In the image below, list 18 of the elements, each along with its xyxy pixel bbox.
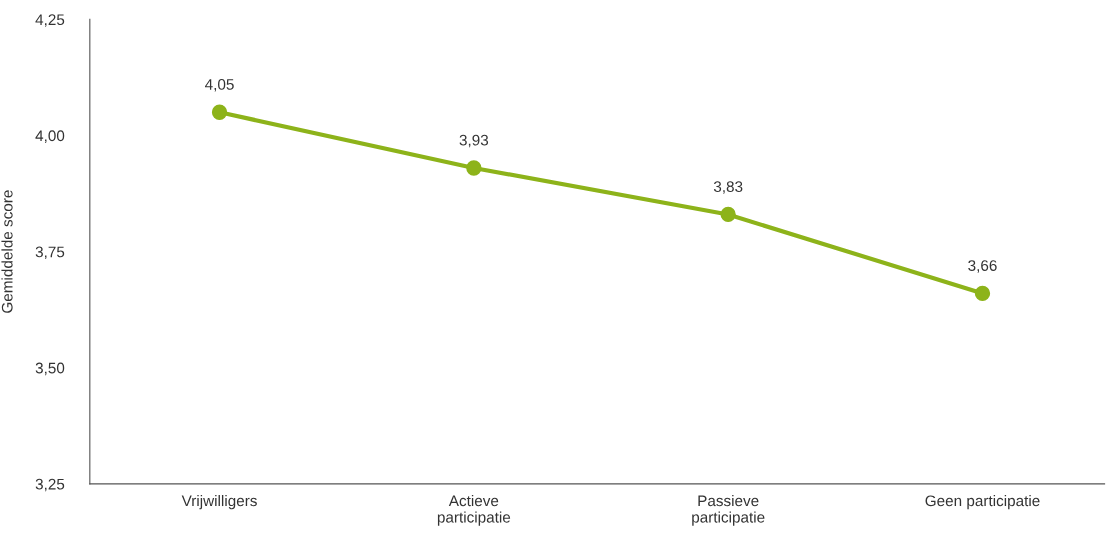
point	[466, 160, 482, 176]
x-tick-label: Passieve participatie	[692, 494, 765, 526]
point	[720, 206, 736, 223]
point	[211, 104, 228, 120]
y-tick-label: 3,75	[35, 246, 65, 260]
data-label: 4,05	[205, 78, 234, 92]
y-axis-title: Gemiddelde score	[1, 190, 13, 313]
x-tick-label: Vrijwilligers	[181, 494, 257, 510]
x-tick-label: Actieve participatie	[437, 494, 511, 526]
data-label: 3,66	[968, 260, 997, 273]
data-label: 3,83	[713, 181, 743, 194]
data-label: 3,93	[459, 134, 489, 148]
y-tick-label: 4,25	[35, 14, 65, 27]
y-tick-label: 3,50	[35, 362, 65, 376]
point	[974, 285, 991, 302]
y-tick-label: 4,00	[35, 130, 65, 143]
y-tick-label: 3,25	[35, 478, 65, 492]
x-tick-label: Geen participatie	[925, 494, 1040, 510]
